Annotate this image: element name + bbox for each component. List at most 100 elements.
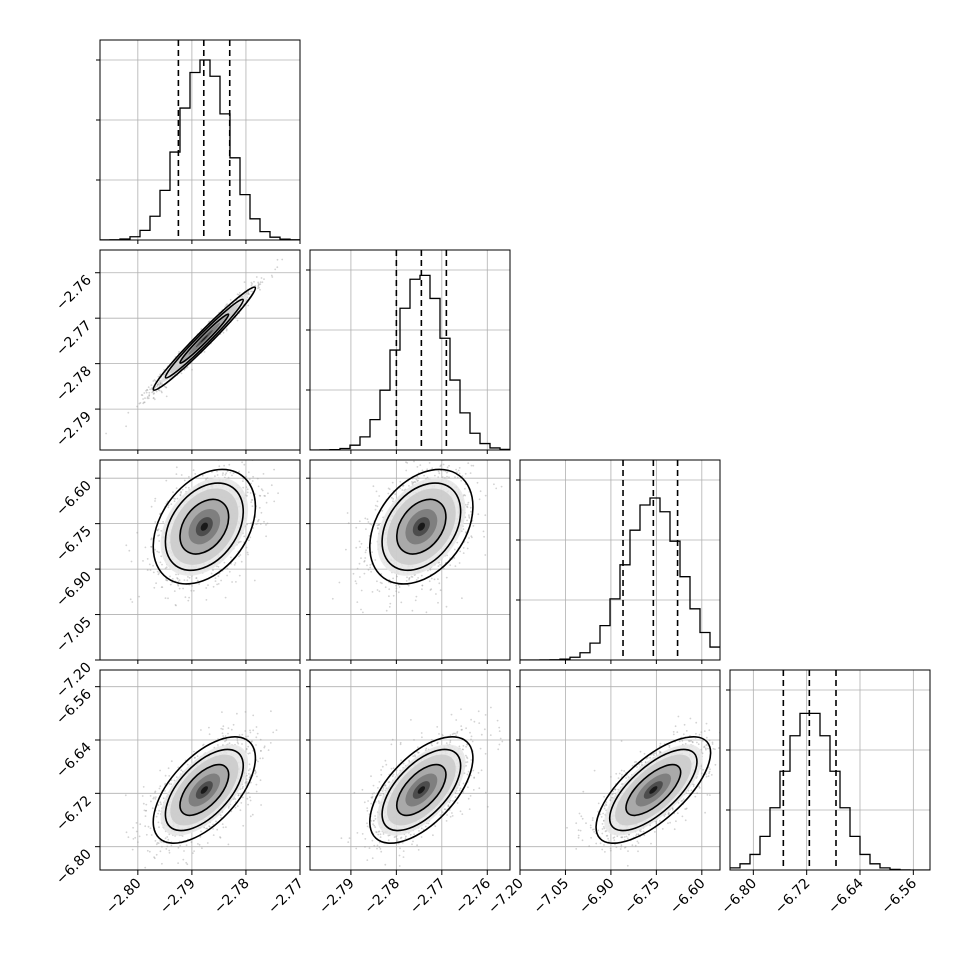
scatter-point	[250, 522, 253, 524]
scatter-point	[146, 569, 149, 571]
scatter-point	[167, 597, 169, 600]
scatter-point	[230, 556, 232, 559]
scatter-point	[219, 814, 222, 817]
scatter-point	[388, 606, 391, 608]
scatter-point	[245, 475, 247, 478]
scatter-point	[414, 481, 417, 483]
density-shade	[200, 522, 208, 531]
scatter-point	[439, 465, 442, 468]
scatter-point	[246, 551, 249, 554]
scatter-point	[415, 478, 418, 481]
scatter-point	[207, 584, 209, 586]
scatter-point	[132, 826, 135, 829]
scatter-point	[221, 728, 224, 731]
scatter-point	[167, 767, 170, 770]
scatter-point	[141, 795, 144, 797]
scatter-point	[380, 573, 383, 575]
scatter-point	[211, 471, 213, 473]
scatter-point	[229, 471, 232, 474]
scatter-point	[216, 470, 218, 473]
scatter-point	[150, 384, 153, 387]
scatter-point	[399, 458, 401, 460]
panel-frame	[309, 459, 511, 661]
scatter-point	[365, 528, 367, 530]
contour-line-1	[164, 482, 245, 572]
scatter-point	[360, 542, 363, 545]
scatter-point	[442, 463, 445, 466]
scatter-point	[251, 283, 254, 285]
scatter-point	[195, 577, 198, 579]
scatter-point	[338, 581, 341, 584]
scatter-point	[166, 579, 169, 582]
scatter-point	[458, 562, 461, 564]
scatter-point	[484, 494, 487, 497]
scatter-point	[369, 564, 372, 566]
scatter-point	[156, 383, 159, 386]
scatter-point	[367, 521, 370, 523]
scatter-point	[231, 581, 234, 583]
scatter-point	[257, 281, 259, 284]
scatter-point	[460, 479, 463, 482]
scatter-point	[392, 498, 395, 500]
scatter-point	[225, 472, 228, 475]
scatter-point	[142, 560, 144, 562]
scatter-point	[252, 475, 255, 478]
scatter-point	[188, 596, 191, 599]
scatter-point	[208, 825, 211, 828]
scatter-point	[364, 517, 367, 520]
scatter-point	[462, 547, 465, 549]
scatter-point	[175, 776, 178, 778]
scatter-point	[105, 432, 107, 435]
scatter-point	[227, 727, 230, 729]
scatter-point	[428, 580, 431, 583]
scatter-point	[391, 481, 394, 484]
panel-frame	[309, 249, 511, 451]
scatter-point	[416, 475, 419, 478]
histogram-line	[310, 274, 510, 450]
scatter-point	[376, 500, 379, 503]
scatter-point	[228, 463, 231, 466]
scatter-point	[170, 844, 173, 847]
scatter-point	[405, 461, 407, 464]
scatter-point	[148, 850, 151, 853]
scatter-point	[273, 500, 276, 503]
scatter-point	[249, 796, 251, 799]
scatter-point	[363, 560, 366, 562]
scatter-point	[250, 499, 253, 501]
scatter-point	[458, 467, 461, 469]
scatter-point	[241, 743, 243, 745]
scatter-point	[175, 473, 178, 475]
scatter-point	[160, 555, 163, 558]
scatter-point	[245, 546, 248, 549]
scatter-point	[220, 448, 222, 450]
scatter-point	[132, 838, 135, 840]
scatter-point	[159, 561, 162, 564]
scatter-point	[273, 468, 275, 471]
scatter-point	[143, 392, 146, 394]
scatter-point	[171, 578, 174, 580]
scatter-point	[165, 395, 168, 398]
scatter-point	[186, 579, 189, 582]
scatter-point	[147, 397, 150, 400]
scatter-point	[163, 385, 166, 388]
scatter-point	[261, 489, 264, 492]
scatter-point	[148, 395, 151, 397]
scatter-point	[466, 506, 469, 509]
scatter-point	[142, 786, 145, 788]
scatter-point	[243, 535, 246, 538]
scatter-point	[250, 501, 253, 503]
scatter-point	[154, 548, 157, 551]
scatter-point	[250, 281, 253, 284]
panel-frame	[729, 669, 931, 871]
scatter-point	[470, 464, 473, 467]
scatter-point	[442, 567, 445, 570]
contour-line-0	[179, 498, 230, 555]
scatter-point	[176, 497, 179, 500]
scatter-point	[416, 480, 419, 482]
scatter-point	[236, 712, 238, 715]
scatter-point	[175, 604, 177, 607]
scatter-point	[146, 397, 149, 400]
scatter-point	[366, 564, 368, 567]
scatter-point	[362, 611, 364, 614]
scatter-point	[402, 484, 405, 487]
